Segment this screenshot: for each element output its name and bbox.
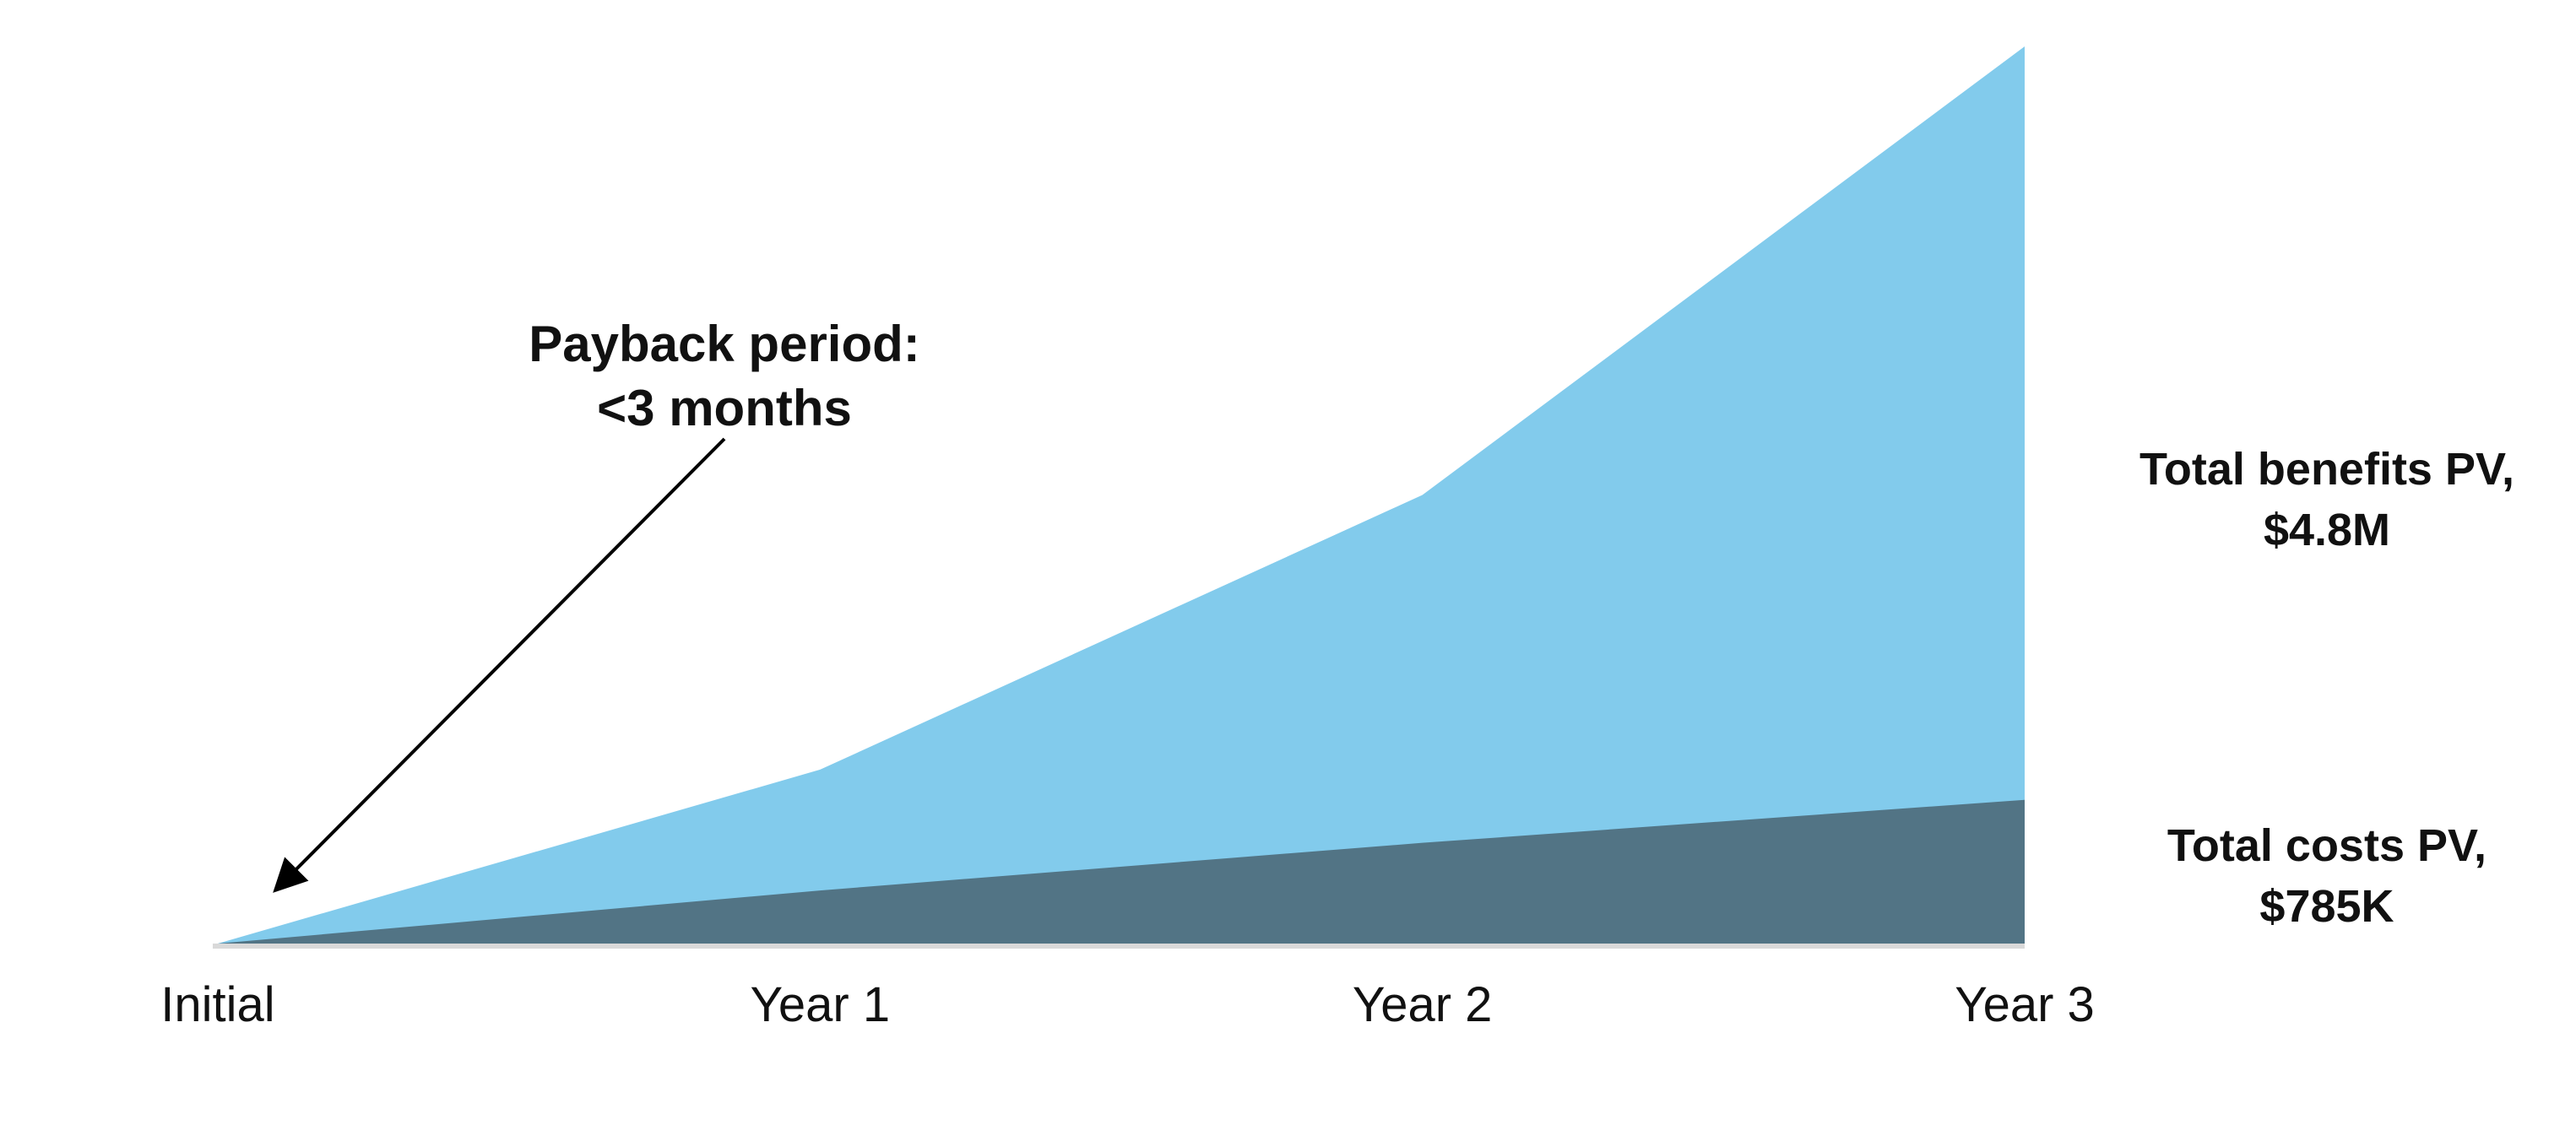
x-tick-label-year-3: Year 3 [1955,977,2095,1032]
costs-label-line-1: Total costs PV, [2167,820,2487,871]
x-axis-ticks: Initial Year 1 Year 2 Year 3 [160,977,2094,1032]
costs-area [218,799,2025,944]
x-tick-label-initial: Initial [160,977,274,1032]
x-tick-label-year-2: Year 2 [1353,977,1493,1032]
payback-arrow [273,437,726,893]
costs-label-line-2: $785K [2259,881,2394,932]
costs-series-label: Total costs PV, $785K [2167,820,2487,932]
x-tick-label-year-1: Year 1 [751,977,891,1032]
benefits-label-line-2: $4.8M [2264,505,2390,555]
payback-annotation: Payback period: <3 months [273,316,920,893]
payback-annotation-line-1: Payback period: [529,316,920,372]
benefits-area [218,46,2025,944]
benefits-series-label: Total benefits PV, $4.8M [2139,444,2514,555]
benefits-label-line-1: Total benefits PV, [2139,444,2514,495]
payback-annotation-line-2: <3 months [597,380,852,436]
